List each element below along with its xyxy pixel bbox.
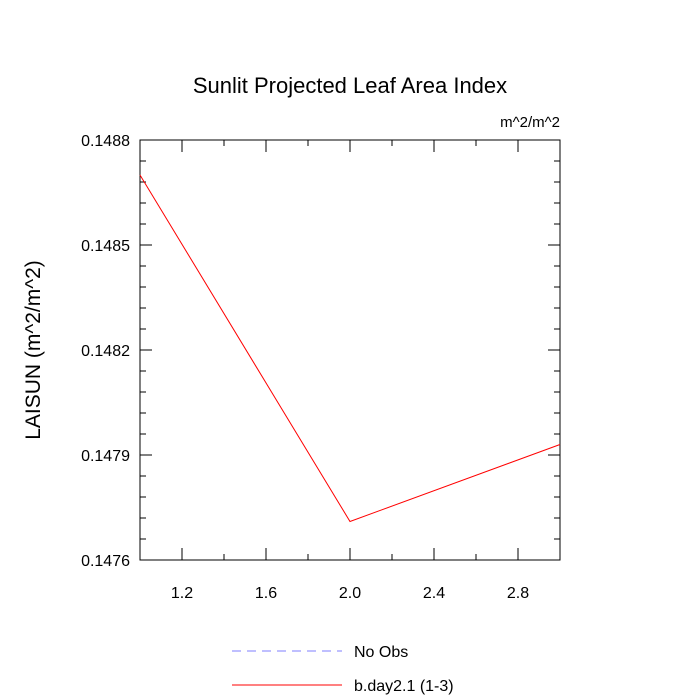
y-tick-label: 0.1476 xyxy=(81,553,130,570)
y-axis-label: LAISUN (m^2/m^2) xyxy=(22,260,45,440)
x-tick-label: 1.6 xyxy=(255,585,277,602)
x-tick-label: 2.4 xyxy=(423,585,445,602)
series-line xyxy=(139,174,561,523)
x-tick-label: 1.2 xyxy=(171,585,193,602)
plot-frame xyxy=(139,139,561,561)
x-tick-label: 2.8 xyxy=(507,585,529,602)
chart-title: Sunlit Projected Leaf Area Index xyxy=(193,73,507,98)
legend-label-b-day2-1: b.day2.1 (1-3) xyxy=(354,678,454,695)
y-tick-label: 0.1479 xyxy=(81,448,130,465)
legend-label-no-obs: No Obs xyxy=(354,644,408,661)
y-tick-labels: 0.1476 0.1479 0.1482 0.1485 0.1488 xyxy=(81,133,130,570)
x-tick-label: 2.0 xyxy=(339,585,361,602)
legend: No Obs b.day2.1 (1-3) xyxy=(232,644,454,695)
y-tick-label: 0.1488 xyxy=(81,133,130,150)
units-label: m^2/m^2 xyxy=(500,114,560,131)
y-tick-label: 0.1485 xyxy=(81,238,130,255)
x-tick-labels: 1.2 1.6 2.0 2.4 2.8 xyxy=(171,585,529,602)
axis-ticks xyxy=(139,139,561,561)
y-tick-label: 0.1482 xyxy=(81,343,130,360)
series-layer xyxy=(139,174,561,523)
